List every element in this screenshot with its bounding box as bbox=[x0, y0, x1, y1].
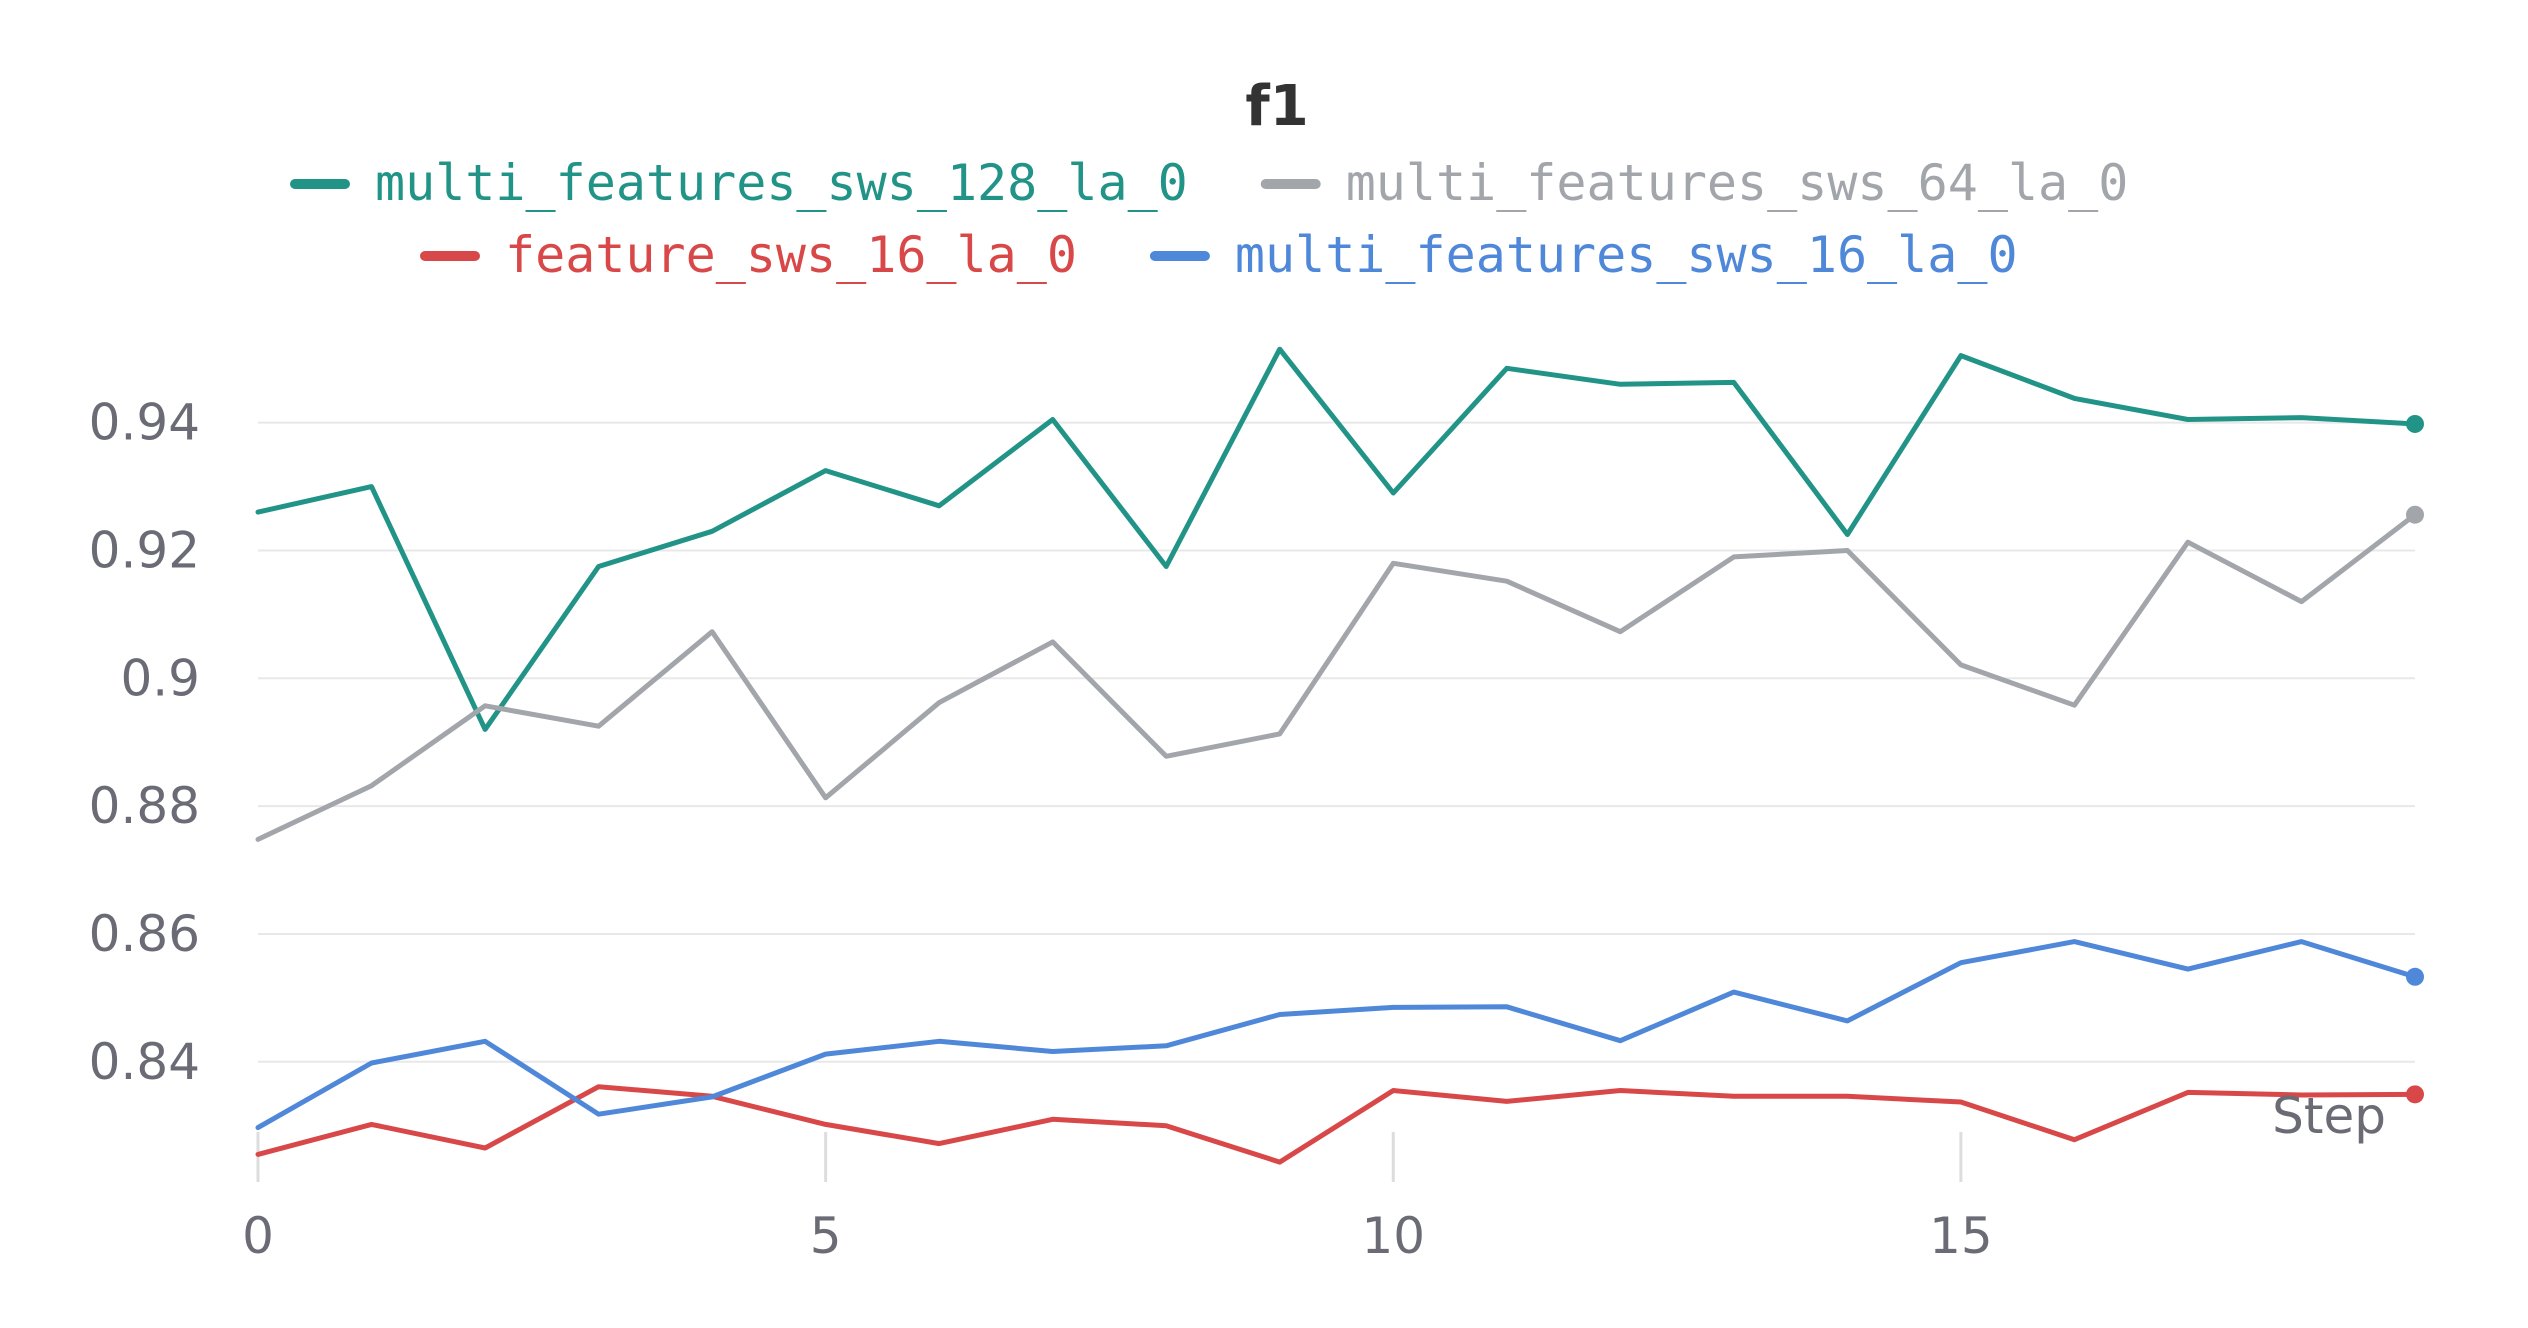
series-line bbox=[255, 512, 2418, 842]
legend-label: multi_features_sws_16_la_0 bbox=[1235, 226, 2018, 284]
legend-item: multi_features_sws_16_la_0 bbox=[1149, 226, 2018, 284]
legend-label: multi_features_sws_64_la_0 bbox=[1346, 154, 2129, 212]
chart-title: f1 bbox=[1245, 74, 1308, 139]
x-tick-label: 10 bbox=[1361, 1207, 1425, 1265]
x-tick-label: 5 bbox=[810, 1207, 842, 1265]
x-tick-label: 15 bbox=[1929, 1207, 1993, 1265]
y-tick-label: 0.84 bbox=[89, 1033, 200, 1091]
x-axis-label: Step bbox=[2272, 1087, 2386, 1145]
series-4 bbox=[255, 939, 2424, 1131]
series-end-point bbox=[2406, 505, 2424, 524]
gridlines bbox=[258, 421, 2415, 1063]
y-tick-label: 0.88 bbox=[89, 777, 200, 835]
series-1 bbox=[255, 346, 2424, 732]
y-tick-label: 0.9 bbox=[120, 649, 200, 707]
x-tick-label: 0 bbox=[242, 1207, 274, 1265]
series-3 bbox=[255, 1084, 2424, 1165]
x-axis: 0 5 10 15 bbox=[242, 1132, 1993, 1265]
legend: multi_features_sws_128_la_0 multi_feature… bbox=[290, 154, 2129, 284]
series-2 bbox=[255, 505, 2424, 842]
y-axis: 0.84 0.86 0.88 0.9 0.92 0.94 bbox=[89, 394, 200, 1091]
series-end-point bbox=[2406, 1085, 2424, 1104]
series-line bbox=[255, 1084, 2418, 1165]
legend-label: multi_features_sws_128_la_0 bbox=[375, 154, 1188, 212]
legend-item: feature_sws_16_la_0 bbox=[420, 226, 1077, 284]
series-lines bbox=[255, 346, 2424, 1165]
series-end-point bbox=[2406, 967, 2424, 986]
legend-item: multi_features_sws_64_la_0 bbox=[1260, 154, 2129, 212]
y-tick-label: 0.92 bbox=[89, 521, 200, 579]
legend-item: multi_features_sws_128_la_0 bbox=[290, 154, 1188, 212]
y-tick-label: 0.86 bbox=[89, 905, 200, 963]
series-end-point bbox=[2406, 414, 2424, 433]
legend-label: feature_sws_16_la_0 bbox=[505, 226, 1077, 284]
series-line bbox=[255, 346, 2418, 732]
series-line bbox=[255, 939, 2418, 1131]
y-tick-label: 0.94 bbox=[89, 394, 200, 452]
